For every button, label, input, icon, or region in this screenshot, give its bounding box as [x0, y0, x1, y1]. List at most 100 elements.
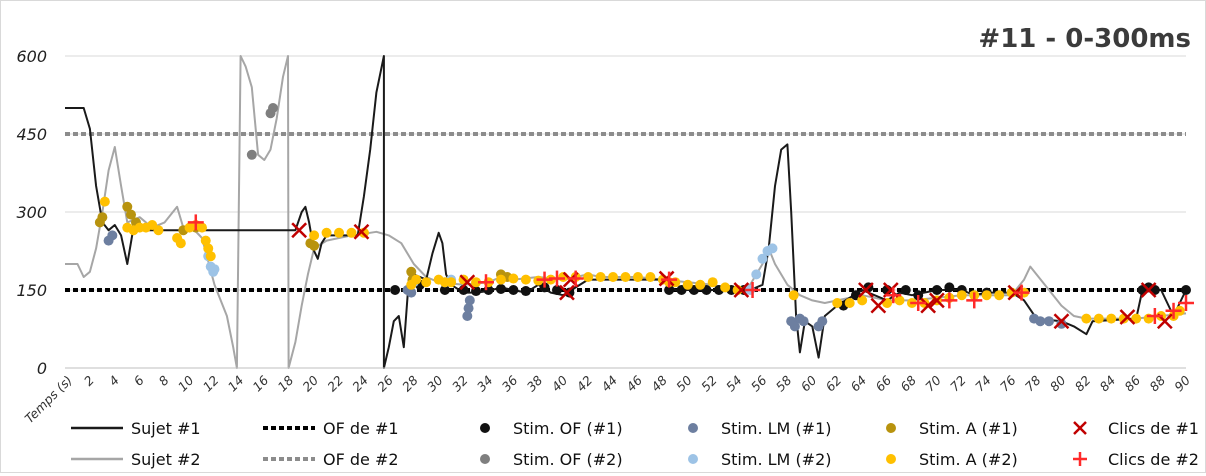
mark-stroke [1073, 421, 1087, 435]
data-point [321, 227, 332, 238]
mark-stroke [559, 284, 575, 301]
data-point [309, 240, 320, 251]
legend-label: Sujet #2 [131, 450, 201, 469]
data-point [390, 285, 401, 295]
data-point [175, 238, 186, 249]
data-point [1181, 285, 1191, 295]
legend-label: Stim. A (#2) [919, 450, 1018, 469]
x-tick-label: 28 [399, 372, 421, 394]
data-point [744, 282, 761, 298]
x-tick-label: 76 [997, 372, 1019, 394]
y-tick-label: 300 [16, 203, 47, 222]
mark-stroke [1053, 313, 1070, 330]
x-tick-label: 66 [872, 372, 894, 394]
x-axis-ticks: Temps (s) 2 4 6 8 10 12 14 16 18 20 22 24 26 28 30 32 34 3… [22, 372, 1194, 426]
y-tick-label: 150 [16, 281, 47, 300]
x-tick-label: 88 [1146, 372, 1168, 394]
x-tick-label: 64 [847, 372, 869, 394]
data-point [632, 272, 643, 282]
data-point [153, 225, 164, 236]
data-point [981, 290, 992, 301]
mark-stroke [1156, 313, 1173, 330]
legend-swatch [480, 423, 490, 433]
legend-swatch [1073, 452, 1087, 466]
y-tick-label: 0 [37, 359, 47, 378]
x-tick-label: 22 [324, 372, 346, 394]
data-point [291, 222, 308, 239]
legend-swatch [688, 454, 698, 464]
data-point [858, 282, 874, 298]
data-point [477, 274, 494, 291]
data-point [1165, 302, 1182, 319]
data-point [994, 290, 1005, 301]
data-point [187, 214, 204, 231]
legend-label: Clics de #2 [1108, 450, 1199, 469]
legend-swatch [886, 454, 896, 464]
legend-swatch [886, 423, 896, 433]
data-point [751, 269, 762, 280]
chart-title: #11 - 0-300ms [978, 24, 1191, 54]
legend-label: Stim. OF (#1) [513, 419, 623, 438]
mark-stroke [733, 282, 750, 298]
x-tick-label: 82 [1072, 372, 1094, 394]
x-tick-label: 24 [349, 372, 371, 394]
data-point [832, 298, 843, 308]
mark-stroke [353, 223, 370, 240]
gridlines [65, 55, 1186, 291]
x-tick-label: 26 [374, 372, 396, 394]
x-axis-title: Temps (s) [22, 373, 75, 426]
x-tick-label: 6 [131, 372, 147, 388]
data-point [1140, 282, 1157, 298]
x-tick-label: 60 [798, 372, 820, 394]
x-tick-label: 50 [673, 372, 695, 394]
data-point [910, 295, 927, 311]
data-point [707, 277, 718, 288]
data-point [1093, 313, 1104, 324]
data-point [1131, 313, 1142, 324]
x-tick-label: 34 [474, 372, 496, 394]
x-tick-label: 14 [225, 372, 247, 394]
mark-stroke [920, 297, 937, 314]
x-tick-label: 84 [1097, 372, 1119, 394]
data-point [446, 277, 457, 288]
x-tick-label: 62 [823, 372, 845, 394]
legend-label: Clics de #1 [1108, 419, 1199, 438]
x-tick-label: 46 [623, 372, 645, 394]
data-point [844, 298, 855, 308]
data-point [757, 253, 768, 264]
x-tick-label: 80 [1047, 372, 1069, 394]
data-point [620, 272, 631, 282]
x-tick-label: 36 [499, 372, 521, 394]
legend-swatch [1073, 421, 1087, 435]
data-point [203, 243, 214, 254]
data-point [941, 292, 958, 309]
legend: Sujet #1 OF de #1 Stim. OF (#1) Stim. LM (#… [71, 419, 1199, 469]
data-point [608, 272, 619, 282]
x-tick-label: 44 [598, 372, 620, 394]
mark-stroke [858, 282, 874, 298]
mark-stroke [459, 274, 476, 291]
data-point [944, 282, 955, 293]
x-tick-label: 78 [1022, 372, 1044, 394]
data-point [798, 316, 809, 327]
data-point [463, 303, 474, 314]
x-tick-label: 90 [1171, 372, 1193, 394]
legend-label: Sujet #1 [131, 419, 201, 438]
data-point [767, 243, 778, 254]
data-point [508, 285, 519, 295]
data-point [920, 297, 937, 314]
x-tick-label: 30 [424, 372, 446, 394]
data-point [559, 284, 575, 301]
legend-label: Stim. A (#1) [919, 419, 1018, 438]
data-point [894, 295, 905, 306]
data-point [564, 287, 575, 298]
x-tick-label: 74 [972, 372, 994, 394]
data-point [346, 227, 357, 238]
data-point [126, 209, 137, 220]
legend-label: Stim. OF (#2) [513, 450, 623, 469]
data-point [664, 285, 675, 295]
x-tick-label: 40 [548, 372, 570, 394]
data-point [789, 321, 800, 332]
data-point [857, 295, 868, 306]
